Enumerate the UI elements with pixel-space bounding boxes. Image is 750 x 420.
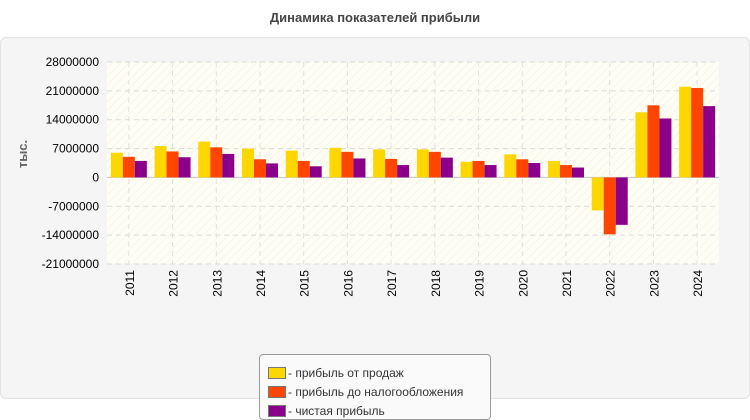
y-tick-label: -14000000	[42, 228, 100, 242]
bar	[266, 163, 278, 178]
bar	[385, 158, 398, 178]
bar	[329, 147, 342, 178]
y-tick-label: -7000000	[48, 199, 99, 213]
bar	[297, 160, 310, 178]
chart-panel: 28000000 21000000 14000000 7000000 0 -7000000…	[0, 37, 750, 420]
bar	[166, 151, 179, 178]
bar	[397, 165, 410, 178]
x-tick-label: 2014	[254, 270, 268, 297]
bar	[122, 156, 135, 178]
x-tick-label: 2012	[167, 270, 181, 297]
bar	[484, 165, 497, 178]
legend-label-net-profit: - чистая прибыль	[288, 403, 385, 418]
bar	[309, 166, 322, 178]
x-tick-label: 2022	[604, 270, 618, 297]
legend-label-sales-profit: - прибыль от продаж	[288, 365, 404, 380]
bars	[110, 86, 716, 235]
x-tick-label: 2017	[385, 270, 399, 297]
bar	[647, 105, 660, 178]
y-tick-label: 14000000	[46, 113, 100, 127]
legend-item-net-profit[interactable]: - чистая прибыль	[260, 401, 490, 420]
bar	[373, 149, 386, 178]
bar	[548, 160, 560, 178]
bar	[222, 153, 235, 178]
y-tick-label: 7000000	[52, 142, 99, 156]
bar	[416, 149, 429, 178]
y-tick-label: 28000000	[46, 55, 100, 69]
bar	[460, 161, 473, 178]
x-tick-label: 2016	[341, 270, 355, 297]
legend-item-sales-profit[interactable]: - прибыль от продаж	[260, 363, 490, 382]
bar	[353, 158, 366, 178]
bar	[440, 157, 453, 178]
chart-title: Динамика показателей прибыли	[269, 10, 481, 25]
x-tick-label: 2024	[691, 270, 705, 297]
bar	[254, 159, 266, 178]
bar	[154, 146, 167, 178]
bar	[516, 159, 529, 178]
bar	[110, 152, 123, 178]
bar	[615, 177, 628, 225]
bar	[603, 177, 616, 235]
bar	[242, 148, 254, 178]
bar	[659, 118, 672, 178]
y-axis-ticks: 28000000 21000000 14000000 7000000 0 -7000000…	[42, 55, 100, 271]
bar	[210, 147, 223, 178]
x-tick-label: 2018	[429, 270, 443, 297]
x-tick-label: 2020	[516, 270, 530, 297]
bar	[528, 163, 541, 178]
bar	[198, 141, 211, 178]
bar	[472, 160, 485, 178]
legend-item-pretax-profit[interactable]: - прибыль до налогообложения	[260, 382, 490, 401]
legend-label-pretax-profit: - прибыль до налогообложения	[288, 384, 464, 399]
bar	[285, 150, 298, 178]
legend-swatch-sales-profit	[268, 366, 286, 379]
legend-swatch-pretax-profit	[268, 385, 286, 398]
bar	[428, 151, 441, 178]
x-tick-label: 2015	[298, 270, 312, 297]
y-tick-label: 0	[92, 170, 99, 184]
legend: - прибыль от продаж - прибыль до налогоо…	[259, 354, 491, 420]
x-tick-label: 2019	[473, 270, 487, 297]
y-tick-label: -21000000	[42, 257, 100, 271]
bar	[504, 154, 517, 178]
x-tick-label: 2021	[560, 270, 574, 297]
bar	[591, 177, 604, 211]
bar	[560, 165, 572, 178]
bar	[703, 106, 716, 178]
y-axis-label: тыс.	[15, 140, 30, 168]
bar	[635, 112, 648, 178]
x-axis-ticks: 2011 2012 2013 2014 2015 2016 2017 2018 2019 2020…	[123, 270, 705, 297]
bar	[572, 167, 584, 178]
x-tick-label: 2013	[210, 270, 224, 297]
bar	[679, 86, 692, 178]
bar	[691, 87, 704, 178]
bar	[178, 157, 191, 178]
bar	[134, 160, 147, 178]
x-tick-label: 2011	[123, 270, 137, 296]
legend-swatch-net-profit	[268, 404, 286, 417]
chart-svg: 28000000 21000000 14000000 7000000 0 -7000000…	[15, 55, 719, 297]
bar	[341, 151, 354, 178]
x-tick-label: 2023	[647, 270, 661, 297]
y-tick-label: 21000000	[46, 84, 100, 98]
